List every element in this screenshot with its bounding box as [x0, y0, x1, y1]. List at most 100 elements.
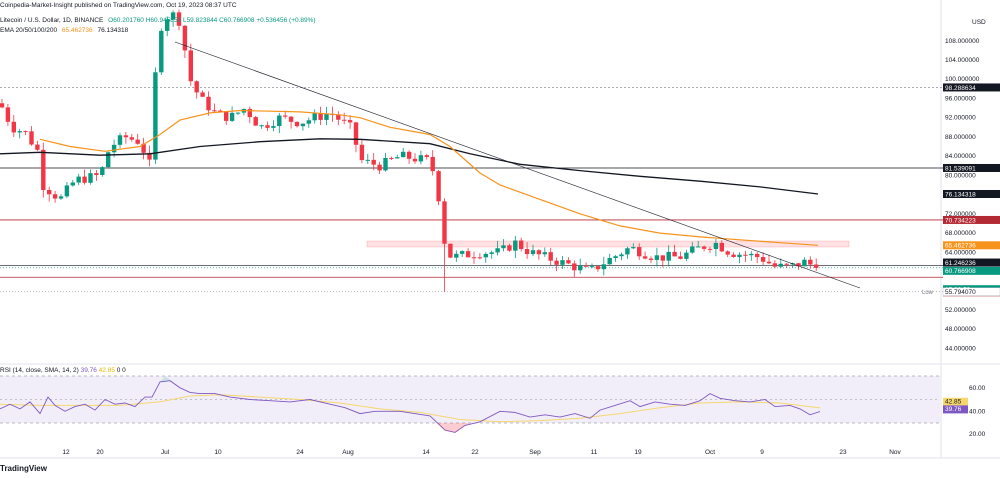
candle — [642, 251, 648, 260]
candle-body — [601, 264, 606, 270]
candle — [35, 140, 40, 152]
candle-body — [578, 265, 583, 271]
candle — [572, 260, 577, 278]
candle — [519, 237, 524, 252]
rsi-label: RSI (14, close, SMA, 14, 2) — [0, 367, 79, 374]
price-label: 65.462736 — [945, 243, 976, 250]
candle — [64, 182, 70, 199]
candle — [619, 252, 624, 261]
y-tick-label: 84.000000 — [945, 153, 976, 160]
price-label: 55.794070 — [945, 289, 976, 296]
candle — [147, 145, 152, 167]
candle-body — [224, 111, 229, 121]
rsi-zeros: 0 0 — [116, 367, 126, 374]
candle — [401, 147, 406, 158]
candle-body — [5, 107, 11, 122]
brand-text: TradingView — [0, 464, 47, 473]
candle-body — [135, 139, 140, 144]
candle-body — [660, 255, 665, 261]
candle — [52, 191, 58, 203]
rsi-legend[interactable]: RSI (14, close, SMA, 14, 2) 39.76 42.85 … — [0, 367, 126, 374]
candle-body — [471, 257, 477, 259]
candle-body — [277, 115, 282, 127]
candle — [766, 255, 772, 265]
candle-body — [501, 245, 506, 249]
candle — [312, 109, 317, 124]
ema-200-line — [0, 138, 819, 195]
price-label-box — [942, 287, 1000, 296]
candle-body — [465, 251, 471, 258]
candle-body — [70, 182, 75, 186]
candle — [648, 256, 654, 264]
candle-body — [554, 260, 559, 265]
candle — [58, 194, 64, 200]
x-tick-label: 10 — [214, 449, 222, 456]
rsi-value: 39.76 — [80, 367, 97, 374]
candle-body — [123, 135, 129, 138]
candle-body — [519, 240, 524, 250]
y-tick-label: 44.000000 — [945, 345, 976, 352]
candle — [743, 250, 748, 263]
candle-body — [318, 113, 323, 120]
candle — [153, 67, 158, 164]
candle-body — [442, 201, 447, 244]
x-tick-label: 9 — [760, 449, 764, 456]
candle — [418, 150, 424, 165]
candle-body — [141, 143, 146, 153]
candle — [808, 256, 813, 269]
price-label-box — [943, 83, 1000, 92]
candle-body — [755, 253, 760, 258]
candle-body — [347, 120, 353, 123]
x-tick-label: 22 — [471, 449, 479, 456]
x-tick-label: 14 — [422, 449, 430, 456]
candle-body — [678, 256, 683, 259]
candle-body — [766, 261, 772, 264]
candle-body — [218, 110, 223, 112]
candle-body — [701, 246, 707, 249]
candle — [749, 251, 754, 261]
candle — [483, 252, 488, 263]
candle — [465, 248, 471, 258]
rsi-tick-label: 20.00 — [969, 431, 986, 438]
candle — [814, 258, 819, 272]
candle — [247, 106, 252, 124]
candle — [377, 161, 382, 174]
candle — [524, 241, 530, 259]
candle — [430, 150, 435, 176]
price-label-box — [943, 258, 1000, 267]
candle — [194, 80, 199, 99]
candle-body — [696, 246, 701, 248]
candle-body — [542, 252, 547, 255]
candle — [277, 112, 282, 134]
candle — [436, 169, 441, 206]
candle-body — [595, 266, 601, 270]
price-label-box — [943, 241, 1000, 250]
candle — [471, 251, 477, 264]
candle-body — [690, 246, 695, 253]
candle-body — [424, 155, 429, 157]
candle-body — [106, 152, 111, 168]
resistance-zone — [366, 240, 850, 248]
candle-body — [713, 242, 719, 249]
candles-group — [0, 9, 819, 292]
candle-body — [808, 259, 813, 265]
candle-body — [784, 263, 789, 265]
publisher-text: Coinpedia-Market-Insight published on Tr… — [0, 2, 237, 9]
candle-body — [814, 264, 819, 268]
ema-legend[interactable]: EMA 20/50/100/200 65.462736 76.134318 — [0, 27, 131, 34]
candle-body — [524, 249, 530, 255]
candle — [778, 258, 783, 269]
candle-body — [271, 126, 276, 128]
candle-body — [642, 256, 648, 259]
candle-body — [737, 254, 742, 257]
y-tick-label: 104.000000 — [945, 57, 980, 64]
candle — [613, 254, 618, 262]
candle — [442, 198, 447, 292]
candle — [212, 103, 217, 113]
candle-body — [530, 250, 536, 255]
rsi-ma-label-box — [943, 397, 968, 406]
candle-body — [35, 144, 40, 150]
candle-body — [383, 157, 388, 171]
candle-body — [513, 240, 518, 251]
